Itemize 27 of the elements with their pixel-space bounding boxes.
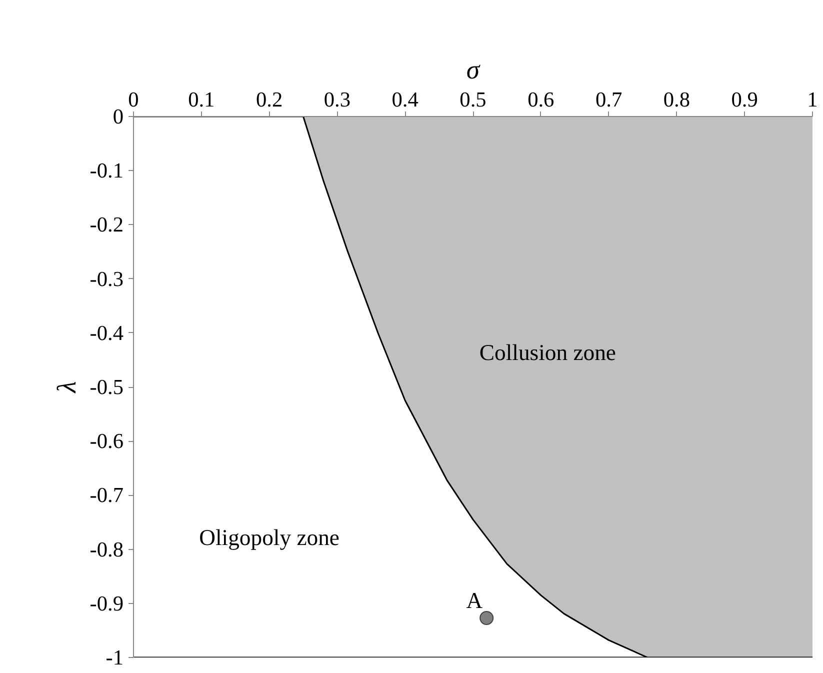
y-tick-label: -0.4 [90,320,124,345]
y-tick-label: -0.2 [90,212,124,237]
x-tick-label: 0 [128,88,139,112]
y-tick-label: -0.1 [90,158,124,183]
y-tick-label: -0.3 [90,266,124,291]
x-tick-label: 0.1 [188,88,215,112]
annotation: Collusion zone [479,340,616,365]
y-axis-title: λ [52,381,82,394]
annotation: Oligopoly zone [199,524,340,550]
x-tick-label: 0.4 [392,88,419,112]
y-tick-label: -0.6 [90,429,124,454]
y-tick-label: 0 [112,104,124,128]
x-tick-label: 0.6 [528,88,555,112]
y-tick-label: -0.5 [90,375,124,399]
y-tick-label: -0.9 [90,591,124,616]
y-tick-label: -0.8 [90,537,124,562]
x-tick-label: 0.8 [663,88,690,112]
x-tick-label: 0.2 [256,88,283,112]
x-tick-label: 0.5 [460,88,486,112]
x-tick-label: 0.7 [595,88,622,112]
series-label: A [466,588,484,614]
x-axis-title: σ [466,54,480,84]
y-tick-label: -0.7 [90,483,124,508]
x-tick-label: 0.3 [324,88,351,112]
x-tick-label: 0.9 [731,88,758,112]
x-tick-label: 1 [807,88,818,112]
y-tick-label: -1 [106,646,124,670]
